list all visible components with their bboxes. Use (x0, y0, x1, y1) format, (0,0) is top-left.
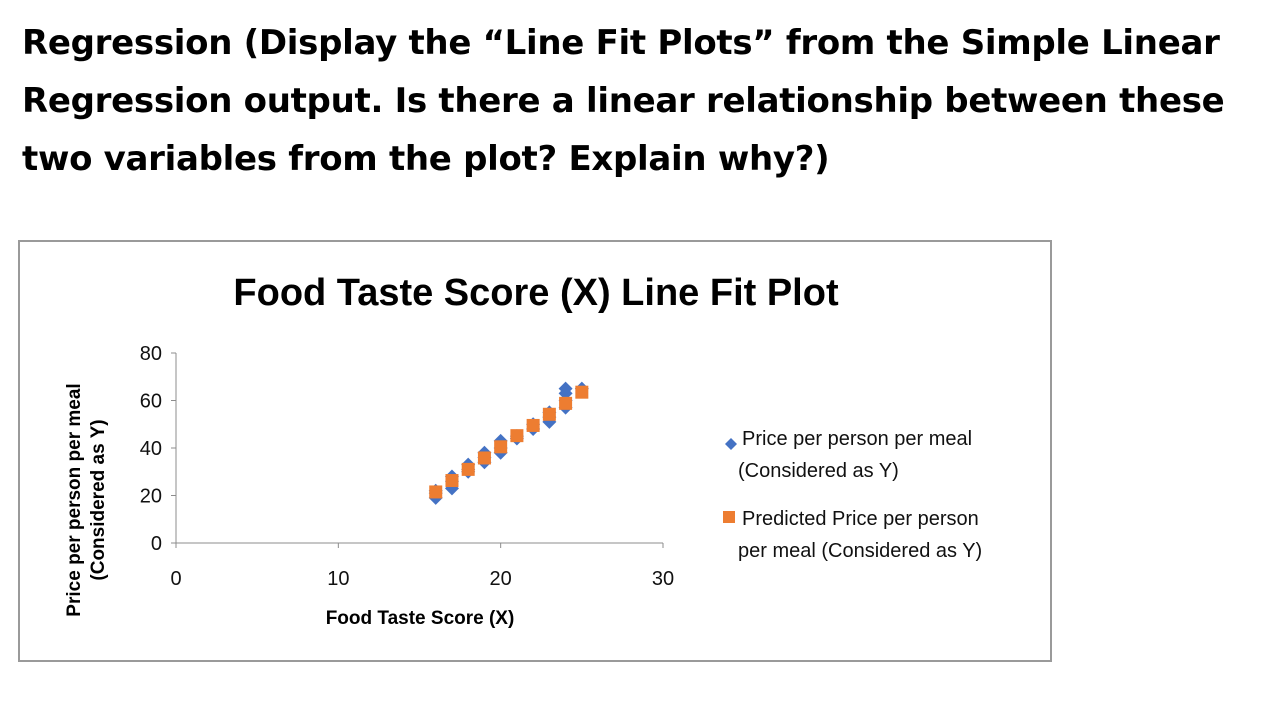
data-point-predicted (494, 440, 508, 454)
y-tick-label: 60 (140, 391, 162, 413)
data-point-predicted (461, 462, 475, 476)
y-tick-label: 80 (140, 343, 162, 365)
data-point-predicted (429, 485, 443, 499)
y-axis-title: Price per person per meal (Considered as… (64, 383, 109, 616)
legend-item: Predicted Price per person per meal (Con… (723, 508, 982, 562)
data-point-predicted (510, 429, 524, 443)
data-point-predicted (575, 385, 589, 399)
question-text: Regression (Display the “Line Fit Plots”… (22, 14, 1272, 188)
x-tick-label: 0 (170, 568, 181, 590)
y-tick-label: 0 (151, 533, 162, 555)
question-line: Regression (Display the “Line Fit Plots”… (22, 23, 1220, 63)
legend: Price per person per meal (Considered as… (723, 428, 982, 562)
data-point-predicted (526, 418, 540, 432)
x-tick-label: 10 (327, 568, 349, 590)
x-tick-label: 20 (490, 568, 512, 590)
legend-label-line: Predicted Price per person (742, 508, 979, 530)
data-point-predicted (542, 407, 556, 421)
legend-item: Price per person per meal (Considered as… (725, 428, 972, 482)
data-point-predicted (445, 474, 459, 488)
question-line: two variables from the plot? Explain why… (22, 139, 830, 179)
y-tick-label: 40 (140, 438, 162, 460)
plot-area (428, 381, 589, 505)
data-point-predicted (477, 451, 491, 465)
line-fit-plot: Food Taste Score (X) Line Fit Plot Price… (64, 272, 982, 629)
y-tick-label: 20 (140, 486, 162, 508)
y-axis-title-line: Price per person per meal (64, 383, 85, 616)
data-point-actual (558, 381, 573, 396)
legend-diamond-marker (725, 438, 737, 450)
x-axis-title: Food Taste Score (X) (326, 608, 515, 629)
chart-title: Food Taste Score (X) Line Fit Plot (233, 272, 839, 314)
data-point-predicted (559, 396, 573, 410)
legend-square-marker (723, 511, 735, 523)
x-tick-label: 30 (652, 568, 674, 590)
question-line: Regression output. Is there a linear rel… (22, 81, 1225, 121)
legend-label-line: Price per person per meal (742, 428, 972, 450)
chart-container: Food Taste Score (X) Line Fit Plot Price… (18, 240, 1052, 662)
legend-label-line: per meal (Considered as Y) (738, 540, 982, 562)
y-axis-title-line: (Considered as Y) (88, 419, 109, 580)
axes: 0 20 40 60 80 0 10 20 30 (140, 343, 674, 590)
legend-label-line: (Considered as Y) (738, 460, 899, 482)
